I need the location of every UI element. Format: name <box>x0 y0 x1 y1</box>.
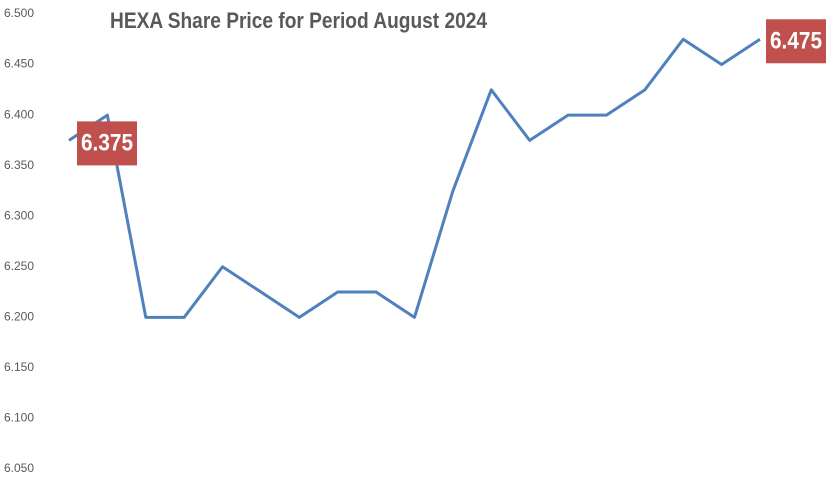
data-label-box <box>766 19 826 64</box>
data-label: 6.475 <box>770 28 822 55</box>
chart-title: HEXA Share Price for Period August 2024 <box>110 8 488 33</box>
line <box>68 37 761 319</box>
data-label: 6.375 <box>81 130 133 157</box>
y-tick-label: 6.150 <box>4 360 34 374</box>
y-tick-label: 6.300 <box>4 208 34 222</box>
y-tick-label: 6.400 <box>4 107 34 121</box>
y-tick-label: 6.050 <box>4 461 34 475</box>
y-tick-label: 6.450 <box>4 57 34 71</box>
y-tick-label: 6.350 <box>4 158 34 172</box>
y-tick-label: 6.250 <box>4 259 34 273</box>
y-tick-label: 6.200 <box>4 310 34 324</box>
data-label-box <box>77 121 137 166</box>
y-tick-label: 6.500 <box>4 6 34 20</box>
y-tick-label: 6.100 <box>4 411 34 425</box>
